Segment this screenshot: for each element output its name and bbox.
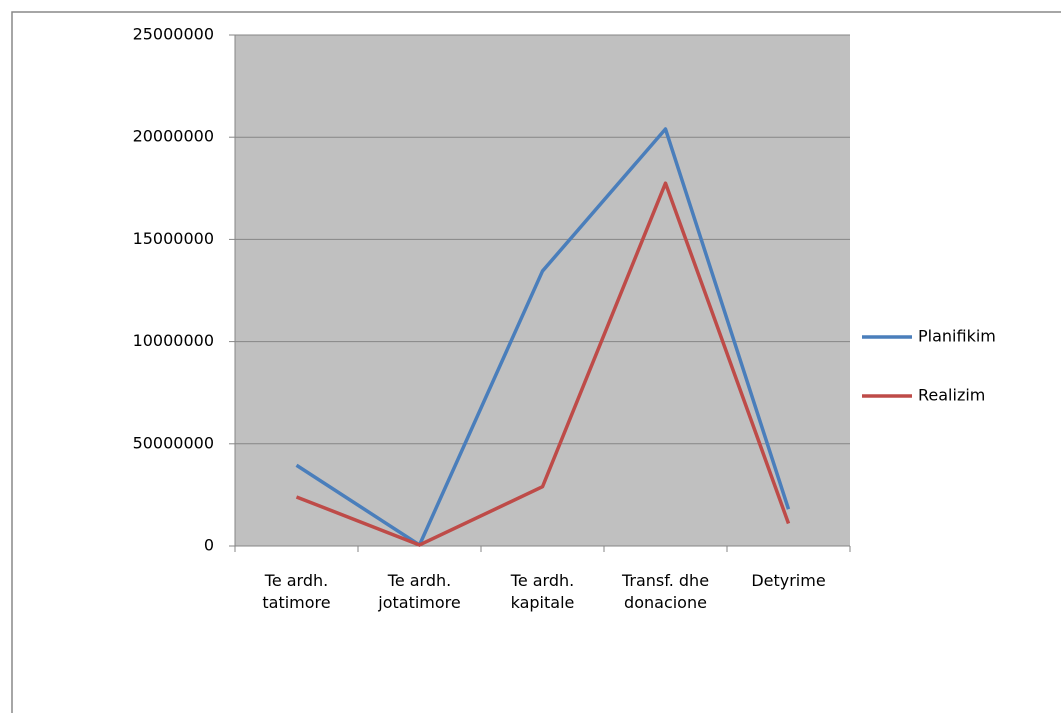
y-tick-label: 20000000 [133, 127, 214, 146]
x-tick-label: Detyrime [751, 571, 826, 590]
x-tick-label: Te ardh. kapitale [510, 571, 575, 612]
x-tick-label: Te ardh. tatimore [262, 571, 331, 612]
x-tick-label: Te ardh. jotatimore [378, 571, 461, 612]
y-tick-label: 15000000 [133, 229, 214, 248]
y-tick-label: 25000000 [133, 25, 214, 44]
y-tick-label: 0 [204, 536, 214, 555]
legend-label: Planifikim [918, 327, 996, 346]
line-series [295, 127, 791, 547]
line-series [295, 181, 791, 547]
chart-border [11, 11, 1061, 713]
y-tick-label: 50000000 [133, 433, 214, 452]
plot-area [235, 35, 850, 546]
y-tick-label: 10000000 [133, 331, 214, 350]
x-tick-label: Transf. dhe donacione [621, 571, 710, 612]
legend-label: Realizim [918, 386, 985, 405]
